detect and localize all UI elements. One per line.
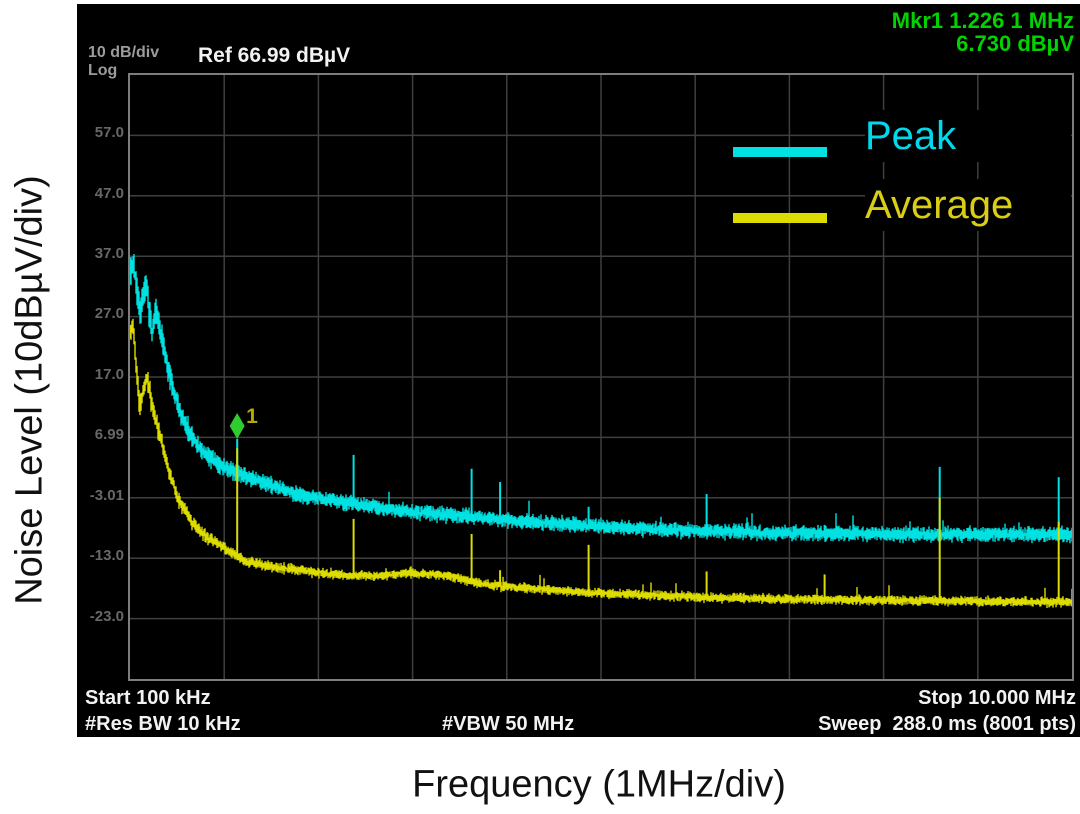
analyzer-screen: 10 dB/div Log Ref 66.99 dBµV Mkr1 1.226 …: [77, 4, 1080, 737]
y-tick-label: 37.0: [94, 245, 124, 262]
plot-area: 1: [128, 73, 1074, 681]
y-axis-title: Noise Level (10dBµV/div): [8, 175, 51, 605]
y-tick-label: 57.0: [94, 124, 124, 141]
y-tick-label: 27.0: [94, 305, 124, 322]
marker-1-diamond: [229, 412, 245, 439]
y-tick-label: -13.0: [89, 547, 124, 564]
y-tick-label: 47.0: [94, 185, 124, 202]
trace-average: [130, 318, 1072, 608]
marker-1-number: 1: [246, 405, 258, 428]
stop-frequency-label: Stop 10.000 MHz: [918, 687, 1076, 709]
scale-per-div-label: 10 dB/div: [88, 44, 160, 61]
trace-canvas: 1: [130, 75, 1072, 679]
start-frequency-label: Start 100 kHz: [85, 687, 211, 709]
x-axis-title: Frequency (1MHz/div): [412, 763, 786, 806]
y-tick-label: 6.99: [94, 426, 124, 443]
vbw-label: #VBW 50 MHz: [442, 713, 575, 735]
y-tick-label: 17.0: [94, 366, 124, 383]
trace-peak: [130, 254, 1072, 544]
log-scale-label: Log: [88, 62, 118, 79]
y-tick-label: -23.0: [89, 608, 124, 625]
y-tick-label: -3.01: [89, 487, 124, 504]
legend-swatch-average: [733, 213, 827, 223]
marker-readout-frequency: Mkr1 1.226 1 MHz: [891, 8, 1074, 33]
marker-readout: Mkr1 1.226 1 MHz 6.730 dBµV: [892, 9, 1074, 55]
marker-readout-amplitude: 6.730 dBµV: [956, 31, 1074, 56]
sweep-label: Sweep 288.0 ms (8001 pts): [818, 713, 1076, 735]
legend-swatch-peak: [733, 147, 827, 157]
legend-label-peak: Peak: [865, 110, 1071, 162]
legend-label-average: Average: [865, 179, 1071, 231]
res-bw-label: #Res BW 10 kHz: [85, 713, 241, 735]
reference-level-label: Ref 66.99 dBµV: [198, 44, 351, 67]
